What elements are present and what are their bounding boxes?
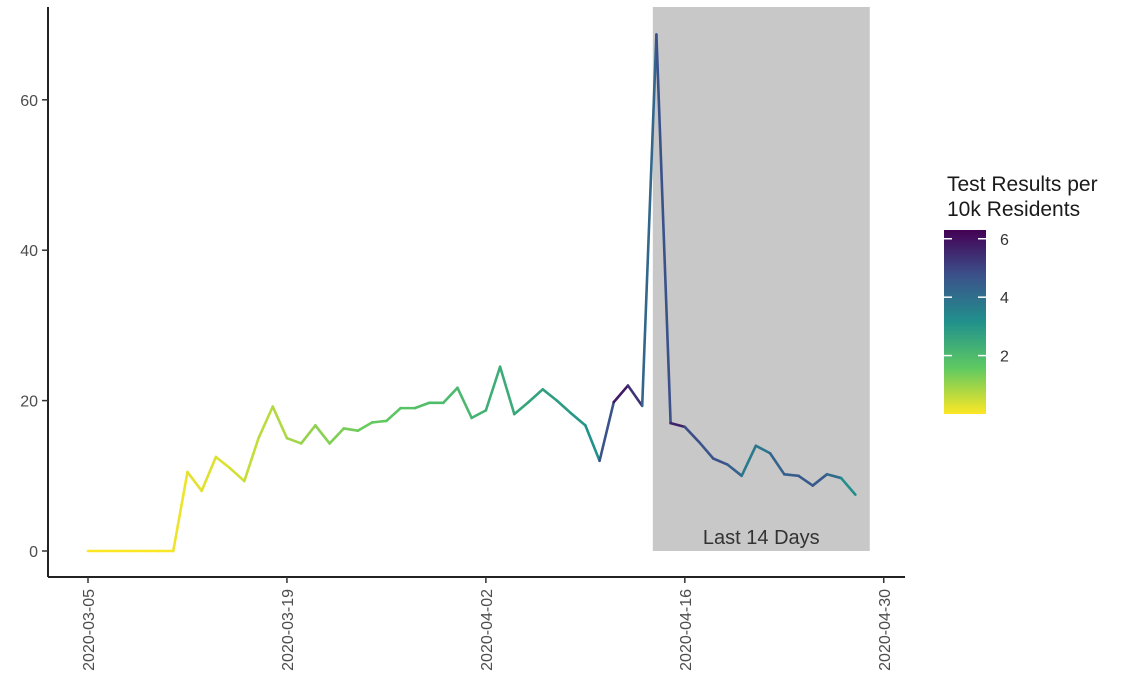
series-segment — [612, 384, 630, 404]
x-tick-label: 2020-04-30 — [877, 589, 894, 671]
series-segment — [740, 444, 758, 478]
series-segment — [782, 472, 800, 478]
y-tick-label: 60 — [20, 93, 38, 110]
series-segment — [385, 406, 402, 423]
series-segment — [711, 457, 729, 466]
legend-color-bar — [944, 230, 986, 414]
legend-tick-label: 6 — [1000, 232, 1009, 249]
series-segment — [200, 455, 218, 493]
legend-title-line: Test Results per — [947, 173, 1098, 196]
legend-tick-label: 4 — [1000, 290, 1009, 307]
series-segment — [697, 440, 715, 460]
series-segment — [626, 384, 644, 408]
x-tick-label: 2020-04-16 — [678, 589, 695, 671]
series-segment — [569, 412, 587, 427]
series-segment — [484, 365, 502, 412]
series-segment — [456, 386, 473, 420]
y-tick-label: 40 — [20, 243, 38, 260]
legend-title-line: 10k Residents — [947, 198, 1080, 221]
series-segment — [498, 365, 516, 416]
series-segment — [683, 425, 701, 444]
series-segment — [584, 424, 601, 463]
y-tick-label: 0 — [29, 544, 38, 561]
shaded-region — [652, 7, 870, 551]
series-segment — [257, 405, 275, 440]
series-segment — [669, 421, 687, 429]
series-segment — [655, 33, 672, 425]
series-segment — [214, 455, 232, 470]
series-segment — [186, 470, 203, 493]
series-segment — [640, 33, 658, 408]
series-segment — [811, 472, 829, 487]
legend-tick-label: 2 — [1000, 349, 1009, 366]
series-segment — [441, 386, 459, 405]
series-segment — [470, 409, 488, 420]
series-segment — [171, 470, 189, 553]
x-tick-label: 2020-03-05 — [81, 589, 98, 671]
x-tick-label: 2020-03-19 — [280, 589, 297, 671]
series-segment — [314, 424, 331, 445]
series-segment — [768, 451, 786, 476]
series-segment — [342, 427, 360, 432]
series-segment — [413, 401, 431, 410]
series-segment — [243, 436, 260, 483]
series-segment — [299, 424, 317, 445]
series-segment — [328, 427, 346, 445]
series-segment — [356, 421, 374, 432]
series-segment — [797, 474, 815, 487]
series-segment — [825, 472, 843, 480]
y-tick-label: 20 — [20, 394, 38, 411]
series-segment — [285, 436, 303, 445]
shaded-region-label: Last 14 Days — [703, 527, 820, 549]
x-tick-label: 2020-04-02 — [479, 589, 496, 671]
series-segment — [527, 388, 545, 404]
series-segment — [370, 419, 388, 424]
series-segment — [555, 399, 573, 415]
series-segment — [228, 466, 246, 483]
series-segment — [598, 400, 616, 463]
series-segment — [271, 405, 289, 440]
series-segment — [541, 388, 559, 402]
series-segment — [726, 463, 743, 478]
series-segment — [754, 444, 772, 455]
series-segment — [839, 476, 857, 496]
series-segment — [512, 400, 530, 416]
